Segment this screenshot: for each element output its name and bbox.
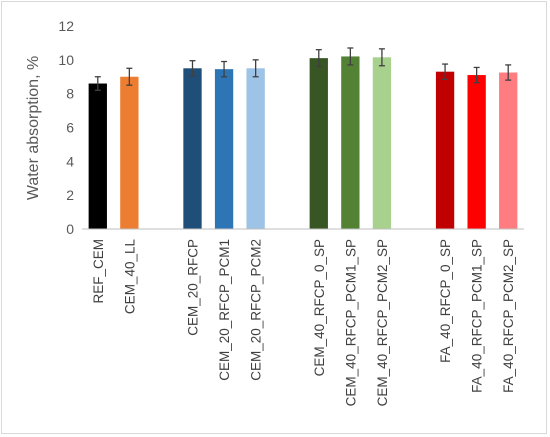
- bar: [499, 72, 518, 229]
- error-bars-layer: [94, 47, 512, 91]
- x-tick-label: FA_40_RFCP_PCM1_SP: [470, 239, 485, 393]
- y-tick-label: 4: [66, 153, 74, 169]
- x-tick-label: FA_40_RFCP_PCM2_SP: [501, 239, 516, 393]
- bar: [88, 83, 107, 230]
- error-bar: [189, 60, 196, 77]
- error-bar: [315, 49, 322, 68]
- x-tick-label: CEM_40_RFCP_PCM2_SP: [375, 239, 390, 406]
- y-tick-label: 10: [58, 52, 74, 68]
- x-axis-labels: REF_CEM CEM_40_LL CEM_20_RFCP CEM_20_RFCP_P…: [91, 239, 516, 407]
- error-bar: [505, 64, 512, 81]
- x-tick-label: FA_40_RFCP_0_SP: [438, 239, 453, 363]
- x-tick-label: CEM_20_RFCP: [186, 239, 201, 336]
- y-tick-label: 0: [66, 221, 74, 237]
- bar: [120, 76, 139, 229]
- y-axis: 0 2 4 6 8 10 12: [58, 18, 74, 237]
- error-bar: [221, 60, 228, 78]
- x-tick-label: CEM_20_RFCP_PCM2: [249, 239, 264, 381]
- y-tick-label: 6: [66, 120, 74, 136]
- y-tick-label: 8: [66, 86, 74, 102]
- y-tick-label: 12: [58, 18, 74, 34]
- bar: [341, 56, 360, 230]
- x-tick-label: CEM_40_RFCP_PCM1_SP: [343, 239, 358, 406]
- y-tick-label: 2: [66, 187, 74, 203]
- error-bar: [442, 63, 449, 80]
- y-axis-label: Water absorption, %: [25, 56, 42, 200]
- bar: [372, 57, 392, 229]
- error-bar: [126, 67, 133, 86]
- bar: [309, 58, 328, 230]
- error-bar: [94, 76, 101, 91]
- error-bar: [473, 66, 480, 84]
- bar: [246, 68, 265, 230]
- bar: [214, 69, 234, 229]
- bar: [183, 68, 202, 230]
- error-bar: [252, 59, 259, 78]
- bar: [467, 75, 486, 229]
- bars-layer: [88, 56, 518, 230]
- x-tick-label: REF_CEM: [91, 239, 106, 304]
- bar: [435, 71, 455, 229]
- x-tick-label: CEM_40_RFCP_0_SP: [312, 239, 327, 376]
- x-tick-label: CEM_20_RFCP_PCM1: [217, 239, 232, 381]
- x-tick-label: CEM_40_LL: [122, 239, 137, 315]
- error-bar: [347, 47, 354, 66]
- error-bar: [378, 48, 385, 67]
